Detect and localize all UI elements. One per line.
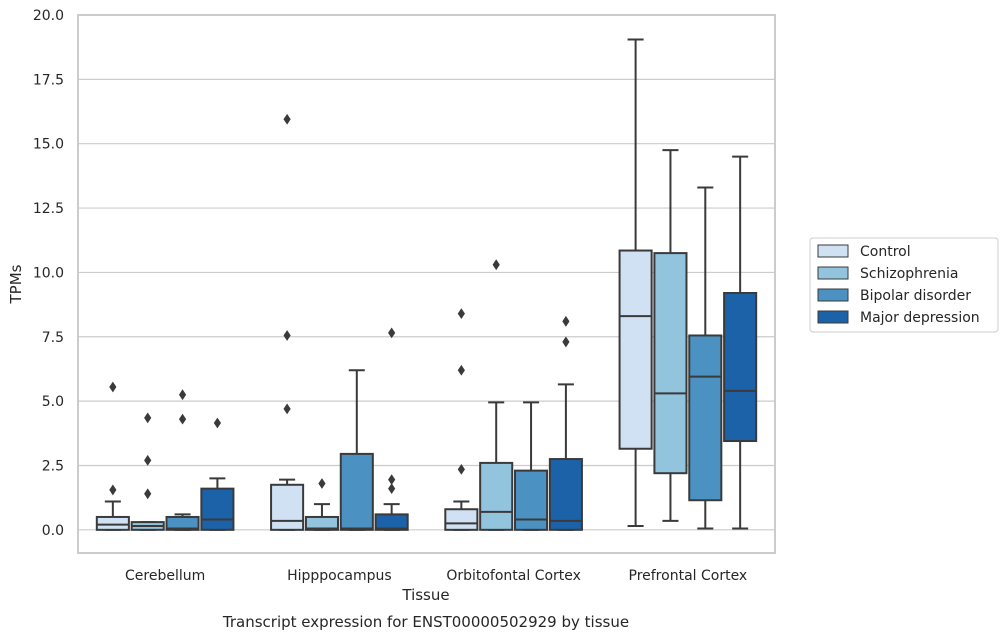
y-tick-label: 7.5 [42, 330, 64, 346]
outlier-point [213, 417, 221, 429]
outlier-point [144, 412, 152, 424]
outlier-point [109, 381, 117, 393]
box [95, 381, 130, 531]
box-body [653, 252, 688, 475]
legend-label: Bipolar disorder [860, 288, 971, 304]
box [548, 315, 583, 531]
box [723, 155, 758, 530]
x-tick-label: Prefrontal Cortex [629, 568, 748, 584]
outlier-point [283, 330, 291, 341]
x-axis-label: Tissue [401, 586, 449, 604]
y-tick-label: 5.0 [42, 394, 64, 410]
box [514, 401, 549, 531]
x-tick-label: Hipppocampus [287, 568, 392, 584]
outlier-point [562, 315, 570, 327]
outlier-point [283, 403, 291, 415]
box-body [688, 334, 723, 502]
outlier-point [144, 454, 152, 466]
box [653, 149, 688, 522]
legend-item: Major depression [817, 310, 980, 326]
outlier-point [318, 478, 326, 489]
outlier-point [109, 484, 117, 496]
chart-title: Transcript expression for ENST0000050292… [222, 613, 629, 631]
outlier-point [388, 327, 396, 339]
series-control [95, 38, 653, 531]
box [270, 113, 305, 531]
outlier-point [283, 113, 291, 125]
y-tick-label: 2.5 [42, 458, 64, 474]
legend-label: Major depression [860, 310, 980, 326]
legend-item: Bipolar disorder [817, 288, 971, 304]
outlier-point [178, 413, 187, 425]
y-tick-label: 0.0 [42, 523, 64, 539]
plot-area-frame [77, 14, 776, 554]
box-body [200, 487, 235, 531]
legend: Control Schizophrenia Bipolar disorder Majo… [809, 237, 999, 333]
box-body [548, 458, 583, 531]
box-body [374, 513, 409, 531]
box [165, 389, 200, 531]
legend-swatch [817, 288, 849, 302]
box-body [479, 461, 514, 531]
box [618, 38, 653, 527]
series-bipolar-disorder [165, 186, 723, 531]
box [479, 259, 514, 531]
legend-swatch [817, 310, 849, 324]
box [200, 417, 235, 531]
box [339, 369, 374, 531]
outlier-point [562, 336, 570, 348]
box-body [444, 508, 479, 531]
outlier-point [388, 483, 396, 495]
box-body [514, 469, 549, 531]
x-tick-label: Cerebellum [125, 568, 205, 584]
outlier-point [178, 389, 187, 401]
y-axis-label: TPMs [7, 264, 25, 304]
grid-lines [78, 78, 775, 531]
y-tick-label: 17.5 [33, 72, 64, 88]
outlier-point [388, 474, 396, 486]
box-body [618, 249, 653, 450]
outlier-point [492, 259, 500, 271]
box [688, 186, 723, 530]
series-schizophrenia [130, 149, 688, 531]
box-body [95, 515, 130, 531]
outlier-point [457, 463, 465, 475]
box [374, 327, 409, 531]
y-tick-label: 10.0 [33, 265, 64, 281]
legend-label: Control [860, 244, 911, 260]
box-body [165, 515, 200, 531]
box [444, 308, 479, 531]
series-major-depression [200, 155, 758, 531]
x-tick-label: Orbitofontal Cortex [446, 568, 581, 584]
y-tick-label: 15.0 [33, 137, 64, 153]
y-tick-label: 20.0 [33, 8, 64, 24]
boxes [95, 38, 758, 531]
legend-frame [809, 237, 999, 333]
box-body [270, 483, 305, 531]
box [304, 478, 339, 531]
box-body [339, 452, 374, 531]
legend-item: Control [817, 244, 911, 260]
box-body [304, 515, 339, 531]
legend-item: Schizophrenia [817, 266, 958, 282]
y-axis-ticks: 0.0 2.5 5.0 7.5 10.0 12.5 15.0 17.5 20.0 [33, 8, 64, 539]
legend-swatch [817, 266, 849, 280]
box [130, 412, 165, 531]
legend-swatch [817, 244, 849, 258]
y-tick-label: 12.5 [33, 201, 64, 217]
outlier-point [457, 364, 465, 376]
outlier-point [457, 308, 465, 320]
x-axis-ticks: Cerebellum Hipppocampus Orbitofontal Corte… [125, 568, 747, 584]
legend-label: Schizophrenia [860, 266, 958, 282]
outlier-point [144, 488, 152, 500]
box-body [723, 292, 758, 443]
